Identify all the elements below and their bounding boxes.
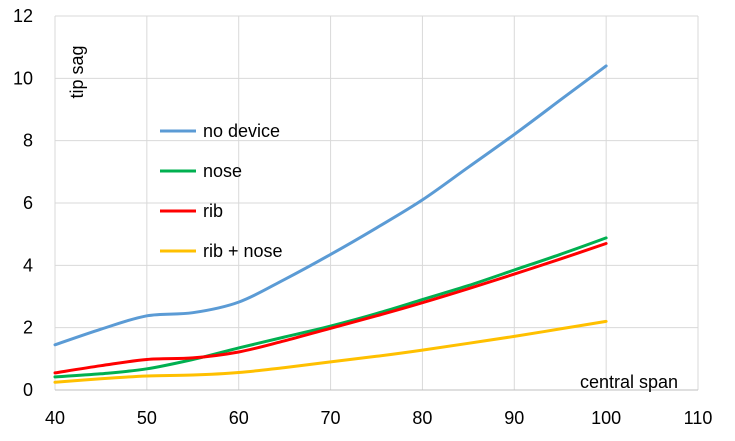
legend: no device nose rib rib + nose bbox=[160, 121, 283, 261]
legend-label-no-device: no device bbox=[203, 121, 280, 141]
axes bbox=[54, 16, 698, 391]
x-tick-label: 90 bbox=[504, 408, 524, 428]
series-line-rib bbox=[53, 242, 608, 375]
x-tick-label: 40 bbox=[45, 408, 65, 428]
series-line-no-device bbox=[53, 64, 608, 347]
y-tick-label: 2 bbox=[23, 318, 33, 338]
legend-label-nose: nose bbox=[203, 161, 242, 181]
y-tick-label: 10 bbox=[13, 68, 33, 88]
gridlines bbox=[55, 15, 699, 390]
series-line-nose bbox=[53, 236, 608, 379]
series-lines bbox=[53, 64, 608, 384]
y-tick-label: 8 bbox=[23, 131, 33, 151]
x-tick-label: 60 bbox=[229, 408, 249, 428]
y-tick-label: 4 bbox=[23, 255, 33, 275]
y-tick-label: 0 bbox=[23, 380, 33, 400]
x-tick-label: 110 bbox=[684, 408, 713, 428]
series-line-rib-nose bbox=[53, 319, 608, 384]
tick-labels: 40 50 60 70 80 90 100 110 0 2 4 6 8 10 12 bbox=[13, 6, 712, 428]
x-axis-title: central span bbox=[580, 372, 678, 392]
x-tick-label: 80 bbox=[412, 408, 432, 428]
legend-label-rib-nose: rib + nose bbox=[203, 241, 283, 261]
legend-label-rib: rib bbox=[203, 201, 223, 221]
x-tick-label: 70 bbox=[321, 408, 341, 428]
x-tick-label: 100 bbox=[591, 408, 621, 428]
x-tick-label: 50 bbox=[137, 408, 157, 428]
y-axis-title: tip sag bbox=[67, 45, 87, 98]
y-tick-label: 6 bbox=[23, 193, 33, 213]
y-tick-label: 12 bbox=[13, 6, 33, 26]
